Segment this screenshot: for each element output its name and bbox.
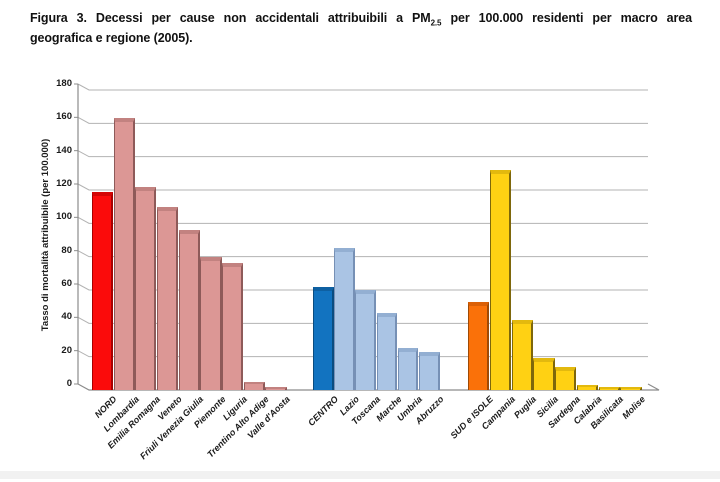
bar-abruzzo	[418, 351, 440, 390]
bar-friuli-venezia-giulia	[178, 230, 200, 390]
y-tick-label-20: 20	[61, 344, 72, 356]
caption-line-2: geografica e regione (2005).	[30, 31, 193, 45]
bar-umbria	[397, 348, 419, 390]
bar-valle-d-aosta	[265, 386, 287, 390]
y-tick-label-180: 180	[56, 78, 72, 89]
y-tick-label-0: 0	[66, 378, 72, 389]
caption-text-post: per 100.000 residenti per macro area	[441, 11, 692, 25]
bar-lombardia	[113, 118, 135, 390]
bar-puglia	[511, 320, 533, 390]
bar-liguria	[222, 263, 244, 390]
bar-molise	[620, 387, 642, 390]
x-label-centro: CENTRO	[305, 394, 340, 428]
y-tick-label-60: 60	[61, 278, 72, 289]
bar-centro	[313, 286, 334, 390]
y-tick-label-100: 100	[56, 211, 72, 223]
bar-piemonte	[200, 256, 222, 390]
y-tick-label-40: 40	[61, 311, 72, 323]
page-bottom-band	[0, 471, 720, 479]
bar-basilicata	[598, 386, 620, 390]
bar-lazio	[334, 248, 355, 390]
bar-veneto	[157, 206, 179, 390]
bar-trentino-alto-adige	[243, 381, 265, 390]
y-tick-label-80: 80	[61, 244, 72, 256]
bar-toscana	[355, 290, 376, 390]
bar-sardegna	[555, 366, 577, 390]
y-tick-label-160: 160	[56, 111, 72, 123]
bar-sicilia	[533, 358, 555, 390]
bar-calabria	[576, 385, 598, 390]
x-label-molise: Molise	[620, 394, 648, 421]
y-tick-label-140: 140	[56, 144, 72, 156]
bar-sud-e-isole	[468, 301, 490, 390]
bar-campania	[489, 170, 511, 390]
caption-subscript: 2.5	[430, 18, 442, 28]
bar-emilia-romagna	[135, 186, 157, 390]
figure-caption: Figura 3. Decessi per cause non accident…	[30, 8, 692, 48]
y-tick-label-120: 120	[56, 178, 72, 189]
caption-line-1: Figura 3. Decessi per cause non accident…	[30, 8, 692, 28]
x-label-puglia: Puglia	[512, 394, 539, 421]
caption-text-pre: Figura 3. Decessi per cause non accident…	[30, 11, 431, 25]
bar-nord	[92, 191, 114, 390]
bar-marche	[376, 313, 398, 390]
